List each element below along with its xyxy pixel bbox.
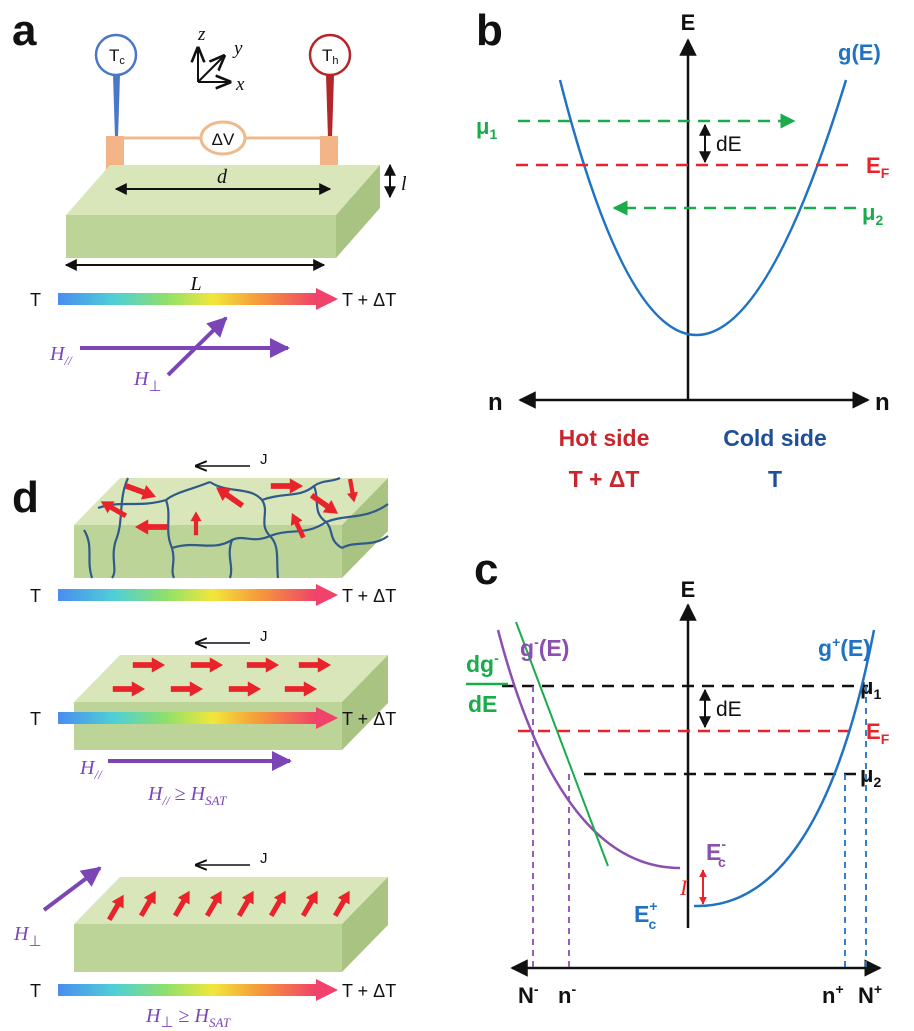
c-mu2-label: μ2: [860, 762, 881, 790]
field-parallel-label: H//: [49, 343, 73, 368]
panel-d-letter: d: [12, 473, 39, 522]
c-de-label: dE: [716, 698, 742, 721]
d-parallel-condition: H// ≥ HSAT: [147, 783, 227, 808]
temp-right-2: T + ΔT: [342, 709, 396, 729]
b-n-right-label: n: [875, 389, 890, 416]
temp-right-1: T + ΔT: [342, 586, 396, 606]
temp-left-1: T: [30, 586, 41, 606]
c-dos-minus-curve: [496, 629, 681, 870]
c-dos-plus-curve: [693, 629, 876, 908]
axis-triad: [198, 48, 230, 82]
c-derivative-denominator: dE: [468, 691, 497, 717]
c-n-minus-label: n-: [558, 981, 576, 1008]
d-field-parallel-label: H//: [79, 757, 103, 782]
axis-x-label: x: [235, 74, 245, 95]
panel-c: c E μ1 EF μ2 dE g-(E) g+(E) dg- dE I: [466, 545, 890, 1008]
svg-text:ΔV: ΔV: [212, 130, 235, 149]
c-derivative-numerator: dg-: [466, 650, 499, 677]
d-perpendicular-condition: H⊥ ≥ HSAT: [145, 1005, 231, 1031]
c-ec-plus-label: E+ c: [634, 898, 658, 932]
c-N-minus-label: N-: [518, 981, 539, 1008]
b-de-label: dE: [716, 133, 742, 156]
thickness-label: l: [401, 173, 407, 195]
b-n-left-label: n: [488, 389, 503, 416]
d-field-perpendicular-arrow: [42, 866, 102, 912]
b-mu1-label: μ1: [476, 114, 497, 142]
c-n-plus-label: n+: [822, 981, 844, 1008]
b-dos-label: g(E): [838, 40, 881, 65]
c-gap-label: I: [679, 875, 689, 900]
current-label-2: J: [260, 628, 268, 645]
panel-c-letter: c: [474, 545, 498, 594]
c-tangent-line: [515, 621, 609, 867]
temp-left-3: T: [30, 981, 41, 1001]
b-fermi-label: EF: [866, 153, 890, 181]
axis-y-label: y: [232, 38, 243, 59]
d-field-perpendicular-label: H⊥: [13, 923, 42, 950]
field-perpendicular-label: H⊥: [133, 368, 162, 395]
temp-left-2: T: [30, 709, 41, 729]
axis-z-label: z: [197, 24, 206, 45]
current-label-1: J: [260, 451, 268, 468]
temp-right-label: T + ΔT: [342, 290, 396, 310]
gradient-arrow-2: [58, 707, 338, 729]
b-dos-curve: [558, 79, 848, 336]
hot-side-label: Hot side: [559, 425, 650, 451]
hot-side-temp: T + ΔT: [569, 466, 640, 492]
cold-side-temp: T: [768, 466, 782, 492]
slab-multidomain: [74, 476, 389, 579]
c-N-plus-label: N+: [858, 981, 882, 1008]
c-ec-minus-label: E-c: [706, 836, 726, 870]
voltmeter: ΔV: [124, 120, 320, 156]
panel-d: d: [12, 451, 396, 1031]
field-perpendicular-arrow: [166, 316, 228, 377]
b-mu2-label: μ2: [862, 200, 883, 228]
temp-left-label: T: [30, 290, 41, 310]
panel-a: a Tc Th ΔV z y x: [12, 6, 407, 395]
slab-perpendicular-saturated: [74, 877, 388, 972]
distance-d-label: d: [217, 166, 228, 188]
gradient-arrow-3: [58, 979, 338, 1001]
c-dos-plus-label: g+(E): [818, 634, 871, 661]
slab-parallel-saturated: [74, 655, 388, 750]
temp-right-3: T + ΔT: [342, 981, 396, 1001]
panel-b-letter: b: [476, 6, 503, 55]
length-label: L: [189, 273, 201, 295]
c-fermi-label: EF: [866, 719, 890, 747]
svg-text:Th: Th: [322, 46, 339, 67]
current-label-3: J: [260, 850, 268, 867]
temperature-gradient-arrow: [58, 288, 338, 310]
c-dos-minus-label: g-(E): [520, 634, 569, 661]
b-energy-axis-label: E: [681, 10, 696, 35]
panel-a-letter: a: [12, 6, 37, 55]
panel-b: b E n n g(E) μ1 EF μ2 dE Hot side T + ΔT…: [476, 6, 890, 492]
svg-text:Tc: Tc: [109, 46, 125, 67]
gradient-arrow-1: [58, 584, 338, 606]
cold-side-label: Cold side: [723, 425, 827, 451]
c-energy-axis-label: E: [681, 577, 696, 602]
